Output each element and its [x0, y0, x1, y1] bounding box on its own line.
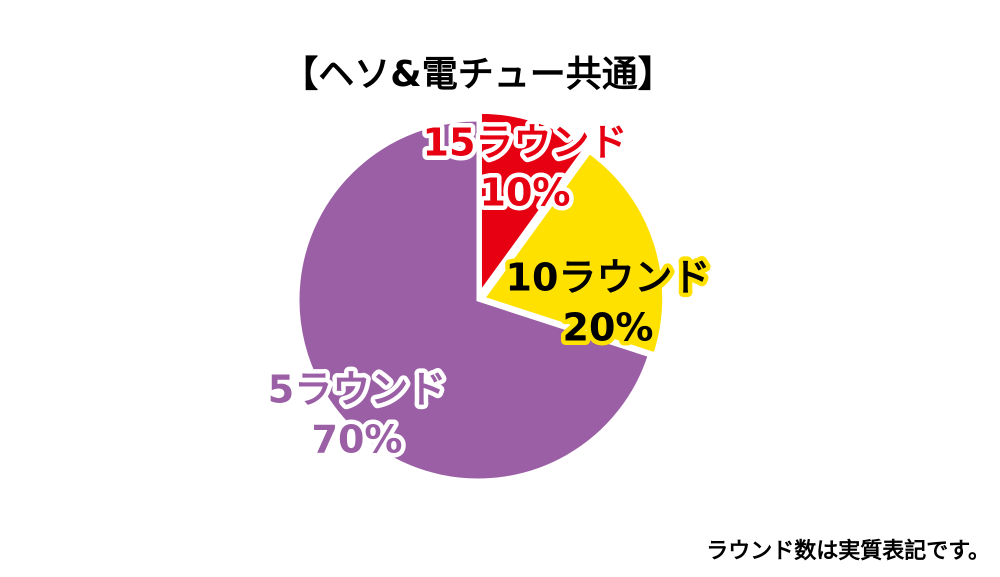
slice-value-label: 70%	[312, 418, 403, 462]
slice-label: 15ラウンド	[423, 121, 628, 165]
slice-value-label: 10%	[480, 171, 571, 215]
slice-value-label: 20%	[563, 306, 654, 350]
chart-title: 【ヘソ&電チュー共通】	[282, 54, 673, 95]
pie-slice	[296, 118, 652, 482]
footnote: ラウンド数は実質表記です。	[706, 538, 990, 564]
slice-label: 5ラウンド	[268, 368, 446, 412]
slice-label: 10ラウンド	[506, 256, 711, 300]
pie-slice	[478, 110, 589, 298]
pie-slice	[481, 150, 666, 356]
